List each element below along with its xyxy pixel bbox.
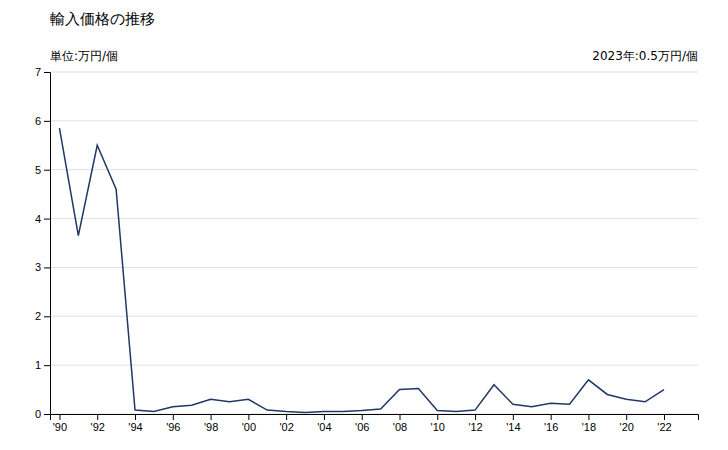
x-tick-mark — [437, 414, 438, 420]
x-tick: '92 — [91, 414, 105, 433]
annotation: 2023年:0.5万円/個 — [592, 49, 698, 63]
y-tick-mark — [44, 219, 50, 220]
x-tick: '90 — [53, 414, 67, 433]
x-axis: '90 '92 '94 '96 '98 '00 '02 '04 '06 '08 '10 '12 '14 '… — [51, 414, 699, 433]
line — [59, 128, 664, 412]
y-tick: 4 — [35, 213, 50, 225]
y-tick: 7 — [35, 66, 50, 78]
x-tick-mark — [513, 414, 514, 420]
grid-line — [50, 169, 698, 170]
x-tick: '10 — [431, 414, 445, 433]
y-tick-label: 7 — [35, 66, 41, 78]
x-tick-mark — [551, 414, 552, 420]
x-tick: '16 — [544, 414, 558, 433]
x-tick-label: '14 — [506, 421, 520, 433]
x-tick: '18 — [582, 414, 596, 433]
grid-line — [50, 365, 698, 366]
x-tick: '12 — [468, 414, 482, 433]
x-tick-label: '20 — [620, 421, 634, 433]
y-tick-mark — [44, 170, 50, 171]
y-axis: 0 1 2 3 4 5 6 7 — [35, 66, 51, 420]
x-tick-label: '04 — [317, 421, 331, 433]
y-tick: 6 — [35, 115, 50, 127]
x-tick-label: '08 — [393, 421, 407, 433]
x-tick-mark — [362, 414, 363, 420]
x-tick: '06 — [355, 414, 369, 433]
y-tick-label: 4 — [35, 213, 41, 225]
x-tick-label: '94 — [128, 421, 142, 433]
x-tick-mark — [211, 414, 212, 420]
y-tick: 0 — [35, 408, 50, 420]
y-tick: 2 — [35, 310, 50, 322]
grid-line — [50, 218, 698, 219]
y-tick: 3 — [35, 261, 50, 273]
y-tick-label: 1 — [35, 359, 41, 371]
x-tick-mark — [400, 414, 401, 420]
x-tick-mark — [59, 414, 60, 420]
x-tick-mark — [173, 414, 174, 420]
x-tick-mark — [588, 414, 589, 420]
x-tick: '22 — [657, 414, 671, 433]
x-tick-mark — [324, 414, 325, 420]
y-tick-mark — [44, 267, 50, 268]
x-tick-mark — [248, 414, 249, 420]
grid-line — [50, 120, 698, 121]
x-tick-mark — [97, 414, 98, 420]
y-tick-mark — [44, 316, 50, 317]
y-tick: 1 — [35, 359, 50, 371]
plot-area: '90 '92 '94 '96 '98 '00 '02 '04 '06 '08 '10 '12 '14 '… — [35, 66, 699, 433]
y-tick-label: 0 — [35, 408, 41, 420]
x-tick-label: '18 — [582, 421, 596, 433]
x-tick-label: '12 — [468, 421, 482, 433]
x-tick-mark — [626, 414, 627, 420]
x-tick-label: '22 — [657, 421, 671, 433]
y-tick-label: 6 — [35, 115, 41, 127]
x-tick-label: '96 — [166, 421, 180, 433]
x-tick: '14 — [506, 414, 520, 433]
y-tick: 5 — [35, 164, 50, 176]
grid-line — [50, 72, 698, 73]
x-tick-mark — [286, 414, 287, 420]
grid — [50, 72, 698, 414]
y-tick-mark — [44, 365, 50, 366]
x-tick-mark — [475, 414, 476, 420]
title: 輸入価格の推移 — [50, 10, 155, 28]
x-tick-label: '06 — [355, 421, 369, 433]
y-tick-mark — [44, 72, 50, 73]
x-tick: '20 — [620, 414, 634, 433]
y-tick-label: 3 — [35, 261, 41, 273]
x-tick-label: '98 — [204, 421, 218, 433]
x-tick: '94 — [128, 414, 142, 433]
y-tick-label: 5 — [35, 164, 41, 176]
x-tick-label: '02 — [279, 421, 293, 433]
y-tick-label: 2 — [35, 310, 41, 322]
x-tick-label: '90 — [53, 421, 67, 433]
y-tick-mark — [44, 121, 50, 122]
grid-line — [50, 316, 698, 317]
marks — [59, 128, 664, 412]
y-tick-mark — [44, 414, 50, 415]
x-tick: '96 — [166, 414, 180, 433]
x-tick: '00 — [242, 414, 256, 433]
x-tick: '02 — [279, 414, 293, 433]
y-axis-title: 単位:万円/個 — [50, 49, 118, 63]
x-tick: '98 — [204, 414, 218, 433]
x-tick-label: '16 — [544, 421, 558, 433]
x-tick-label: '10 — [431, 421, 445, 433]
x-tick-mark — [135, 414, 136, 420]
y-axis-line — [44, 73, 51, 415]
x-axis-line — [51, 415, 699, 421]
chart: '90 '92 '94 '96 '98 '00 '02 '04 '06 '08 '10 '12 '14 '… — [0, 0, 728, 450]
grid-line — [50, 267, 698, 268]
x-tick-label: '00 — [242, 421, 256, 433]
x-tick: '04 — [317, 414, 331, 433]
x-tick: '08 — [393, 414, 407, 433]
x-tick-mark — [664, 414, 665, 420]
x-tick-label: '92 — [91, 421, 105, 433]
